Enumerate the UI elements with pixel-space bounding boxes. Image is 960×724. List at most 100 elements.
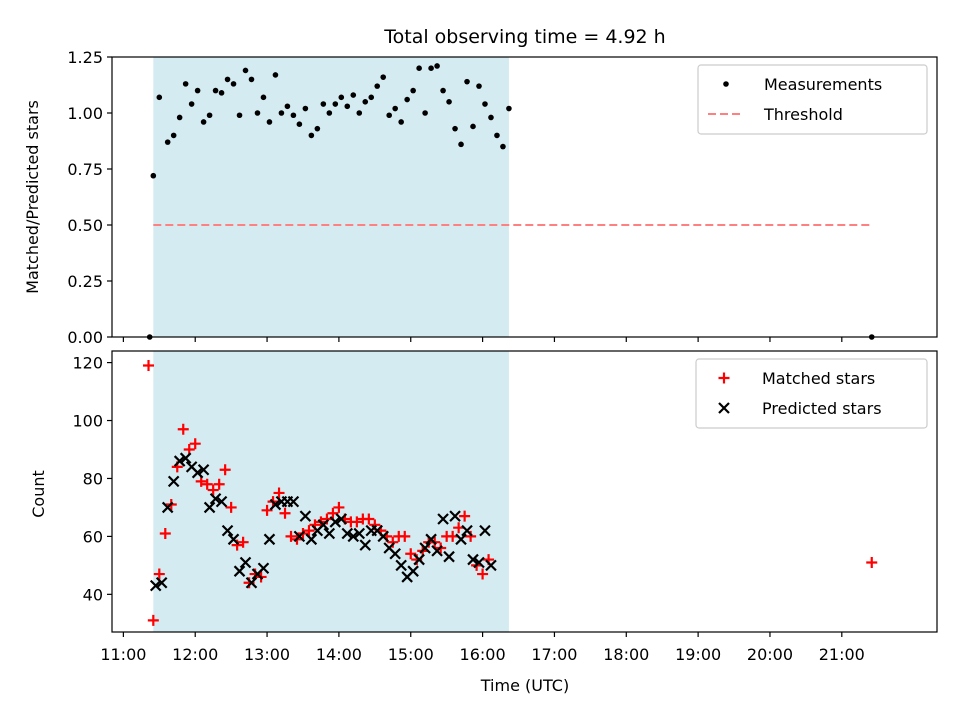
matched-star-point xyxy=(327,507,339,519)
measurement-point xyxy=(230,81,237,87)
measurement-point xyxy=(224,76,231,83)
legend-predicted-marker xyxy=(718,402,730,414)
predicted-star-point xyxy=(449,510,461,522)
measurement-point xyxy=(302,105,309,112)
matched-star-point xyxy=(213,478,225,490)
predicted-star-point xyxy=(227,533,240,546)
measurement-point xyxy=(242,67,249,74)
measurement-point xyxy=(470,123,476,130)
matched-star-point xyxy=(459,510,471,522)
predicted-star-point xyxy=(233,565,246,577)
predicted-star-point xyxy=(161,501,174,514)
measurement-point xyxy=(386,112,392,119)
matched-star-point xyxy=(273,487,285,499)
predicted-star-point xyxy=(419,542,431,554)
matched-star-point xyxy=(153,568,165,580)
predicted-star-point xyxy=(467,553,479,566)
measurement-point xyxy=(338,94,345,101)
measurement-point xyxy=(476,83,482,89)
matched-star-point xyxy=(399,530,411,542)
measurement-point xyxy=(272,72,279,78)
bottom-ytick-label: 100 xyxy=(72,412,103,431)
measurement-point xyxy=(296,121,303,127)
top-axes-frame xyxy=(111,56,938,338)
bottom-axes-frame xyxy=(111,350,938,633)
measurement-point xyxy=(434,63,440,69)
measurement-point xyxy=(182,81,189,87)
measurement-point xyxy=(320,101,327,107)
matched-star-point xyxy=(219,464,231,476)
measurement-point xyxy=(368,94,375,101)
measurement-point xyxy=(260,94,267,101)
measurement-point xyxy=(506,105,512,112)
predicted-star-point xyxy=(389,548,401,560)
measurement-point xyxy=(188,101,195,107)
predicted-star-point xyxy=(431,545,443,557)
predicted-star-point xyxy=(293,530,306,543)
predicted-star-point xyxy=(287,495,300,508)
predicted-star-point xyxy=(413,553,425,566)
predicted-star-point xyxy=(347,530,360,543)
xtick-label: 11:00 xyxy=(100,645,146,664)
xtick-label: 19:00 xyxy=(675,645,721,664)
measurement-point xyxy=(218,90,225,96)
top-ytick-label: 0.25 xyxy=(67,272,103,291)
matched-star-point xyxy=(405,548,417,560)
predicted-star-point xyxy=(209,492,222,505)
matched-star-point xyxy=(285,530,297,542)
predicted-star-point xyxy=(203,501,216,514)
predicted-star-point xyxy=(377,530,389,543)
measurement-point xyxy=(464,78,470,85)
bottom-observing-window xyxy=(153,351,509,632)
xtick-label: 16:00 xyxy=(460,645,506,664)
matched-star-point xyxy=(143,359,155,371)
measurement-point xyxy=(488,114,494,121)
predicted-star-point xyxy=(461,524,473,537)
measurement-point xyxy=(266,119,273,125)
predicted-star-point xyxy=(485,559,497,572)
bottom-panel: 40 60 80 100 120 11:00 12:00 13:00 14:00 15:00 16:… xyxy=(72,350,938,664)
measurement-point xyxy=(200,119,207,125)
predicted-star-point xyxy=(155,576,168,589)
measurement-point xyxy=(362,99,369,105)
predicted-star-point xyxy=(437,513,449,525)
measurement-point xyxy=(380,74,387,80)
predicted-star-point xyxy=(197,463,210,476)
measurement-point xyxy=(344,103,351,110)
measurement-point xyxy=(164,139,171,145)
measurement-point xyxy=(248,76,255,83)
chart-title: Total observing time = 4.92 h xyxy=(383,26,665,48)
measurement-point xyxy=(278,110,285,116)
legend-label: Threshold xyxy=(763,105,843,124)
predicted-star-point xyxy=(359,539,372,551)
matched-star-point xyxy=(189,438,201,450)
predicted-star-point xyxy=(353,527,366,540)
bottom-ytick-label: 80 xyxy=(83,469,103,488)
matched-star-point xyxy=(159,528,171,540)
measurement-point xyxy=(392,105,398,112)
matched-star-point xyxy=(147,614,159,626)
predicted-star-point xyxy=(341,527,354,540)
measurement-point xyxy=(332,101,339,107)
predicted-star-point xyxy=(473,556,485,569)
measurement-point xyxy=(150,172,157,179)
measurement-point xyxy=(350,92,357,98)
matched-star-point xyxy=(177,423,189,435)
measurement-point xyxy=(428,65,434,71)
xtick-label: 17:00 xyxy=(531,645,577,664)
measurement-point xyxy=(206,112,213,119)
legend-label: Measurements xyxy=(764,75,882,94)
top-panel: 0.00 0.25 0.50 0.75 1.00 1.25 Measurements Thre… xyxy=(67,48,938,347)
matched-star-point xyxy=(477,568,489,580)
xtick-label: 13:00 xyxy=(244,645,290,664)
predicted-star-point xyxy=(425,533,437,546)
top-data-layer xyxy=(146,63,875,340)
predicted-star-point xyxy=(191,466,204,479)
xtick-label: 18:00 xyxy=(603,645,649,664)
xtick-label: 12:00 xyxy=(172,645,218,664)
measurement-point xyxy=(284,103,291,110)
top-legend-box xyxy=(697,64,928,135)
measurement-point xyxy=(156,94,163,101)
predicted-star-point xyxy=(269,498,282,511)
top-ytick-label: 0.00 xyxy=(67,328,103,347)
